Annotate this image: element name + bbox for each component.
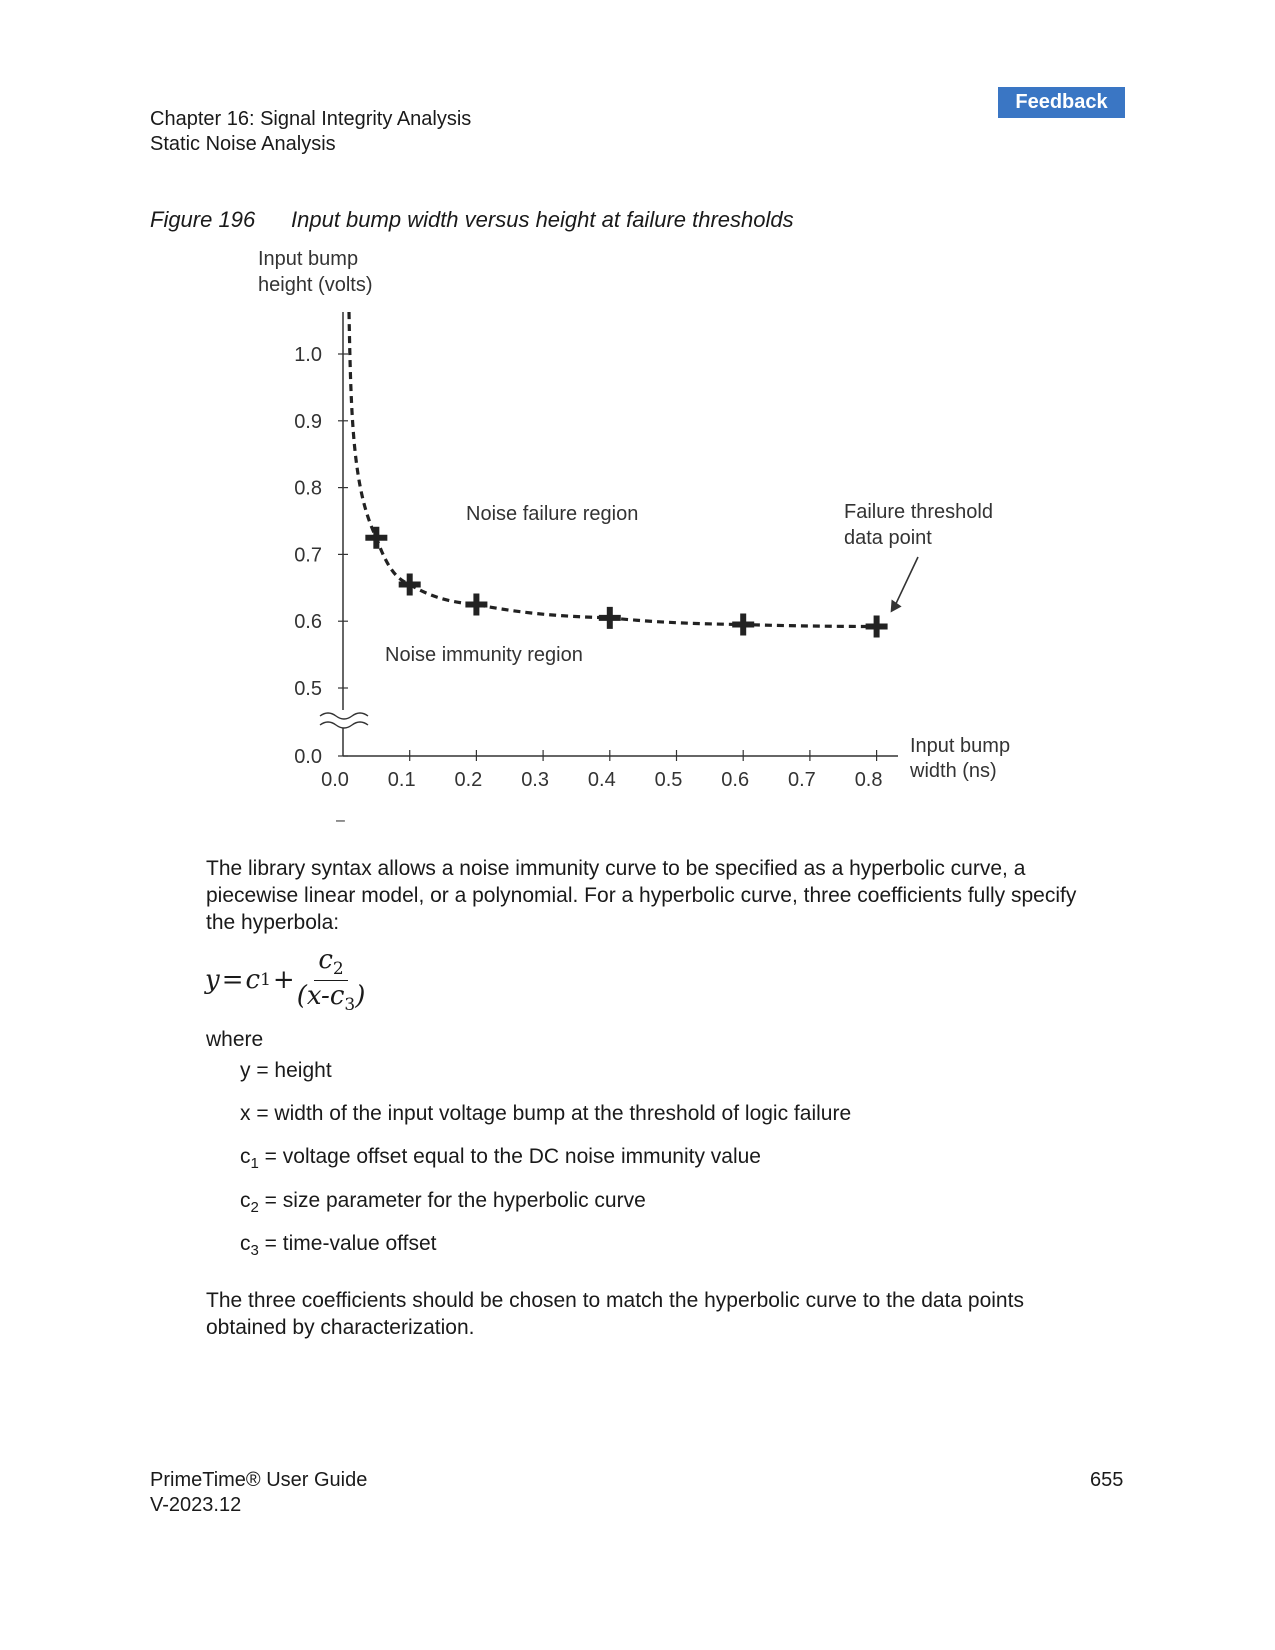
definition-item: y = height [240, 1057, 332, 1091]
formula-den-close: ) [355, 981, 366, 1012]
section-title: Static Noise Analysis [150, 133, 336, 155]
fitted-curve [347, 311, 877, 629]
formula-fraction: c2 (x-c3) [297, 945, 366, 1015]
running-header: Chapter 16: Signal Integrity Analysis St… [150, 107, 471, 157]
definition-item: c2 = size parameter for the hyperbolic c… [240, 1187, 646, 1221]
def-lhs: c [240, 1189, 251, 1212]
figure-caption-text: Input bump width versus height at failur… [291, 207, 794, 232]
data-point [732, 613, 755, 636]
immunity-region-label: Noise immunity region [385, 644, 583, 666]
formula-y: y [205, 965, 220, 996]
data-point [598, 606, 621, 629]
y-tick-label: 0.6 [294, 611, 322, 633]
formula-eq: = [221, 965, 244, 996]
def-rhs: = height [250, 1059, 332, 1082]
figure-caption: Figure 196 Input bump width versus height… [150, 207, 794, 233]
data-point [365, 526, 388, 549]
where-label: where [206, 1028, 264, 1051]
page-number: 655 [1090, 1469, 1124, 1491]
def-lhs: c [240, 1145, 251, 1168]
def-lhs: y [240, 1059, 251, 1082]
failure-region-label: Noise failure region [466, 503, 638, 525]
def-lhs: c [240, 1232, 251, 1255]
axis-break-mark [319, 712, 369, 720]
threshold-arrow-line [893, 556, 919, 607]
x-tick-label: 0.4 [588, 769, 616, 791]
formula-c1-sub: 1 [260, 970, 271, 991]
def-rhs: = width of the input voltage bump at the… [250, 1102, 852, 1125]
def-sub: 3 [250, 1242, 259, 1260]
footer-left: PrimeTime® User Guide V-2023.12 [150, 1468, 367, 1518]
y-axis-label-line2: height (volts) [258, 274, 373, 296]
def-sub: 1 [250, 1155, 259, 1173]
formula-numerator: c2 [314, 945, 348, 982]
formula-c1: c [245, 965, 261, 996]
formula-c3-sub: 3 [344, 995, 356, 1016]
y-tick-label: 1.0 [294, 344, 322, 366]
x-tick-label: 0.0 [321, 769, 349, 791]
axis-break-mark [319, 721, 369, 729]
closing-paragraph: The three coefficients should be chosen … [206, 1289, 1024, 1339]
threshold-arrow-head [890, 599, 902, 613]
x-axis-label-line1: Input bump [910, 735, 1010, 757]
x-tick-label: 0.1 [388, 769, 416, 791]
feedback-button[interactable]: Feedback [998, 87, 1125, 118]
formula-den-open: (x-c [296, 981, 345, 1012]
x-axis-label-line2: width (ns) [909, 760, 997, 782]
noise-immunity-chart: Input bump height (volts) Input bump wid… [258, 248, 1010, 829]
def-lhs: x [240, 1102, 251, 1125]
formula-c2-sub: 2 [332, 959, 344, 980]
y-tick-label: 0.8 [294, 478, 322, 500]
x-tick-label: 0.6 [721, 769, 749, 791]
guide-version: V-2023.12 [150, 1494, 242, 1516]
data-point [465, 593, 488, 616]
threshold-label-line1: Failure threshold [844, 501, 993, 523]
threshold-label-line2: data point [844, 527, 932, 549]
formula-denominator: (x-c3) [297, 981, 366, 1015]
def-rhs: = voltage offset equal to the DC noise i… [258, 1145, 761, 1168]
chapter-title: Chapter 16: Signal Integrity Analysis [150, 108, 472, 130]
x-tick-label: 0.7 [788, 769, 816, 791]
definition-item: c1 = voltage offset equal to the DC nois… [240, 1143, 761, 1177]
y-tick-label: 0.9 [294, 411, 322, 433]
x-tick-label: 0.8 [855, 769, 883, 791]
formula-c2: c [318, 945, 333, 975]
y-tick-label: 0.0 [294, 746, 322, 768]
stray-mark: – [336, 812, 345, 829]
x-tick-label: 0.5 [655, 769, 683, 791]
intro-paragraph: The library syntax allows a noise immuni… [206, 857, 1077, 934]
def-rhs: = time-value offset [258, 1232, 437, 1255]
def-rhs: = size parameter for the hyperbolic curv… [258, 1189, 646, 1212]
x-tick-label: 0.3 [521, 769, 549, 791]
definition-item: c3 = time-value offset [240, 1230, 436, 1264]
y-tick-label: 0.7 [294, 544, 322, 566]
def-sub: 2 [250, 1199, 259, 1217]
y-axis-label-line1: Input bump [258, 248, 358, 270]
figure-number: Figure 196 [150, 207, 256, 232]
x-tick-label: 0.2 [454, 769, 482, 791]
data-point [865, 615, 888, 638]
data-point [398, 573, 421, 596]
formula-plus: + [272, 965, 295, 996]
definition-item: x = width of the input voltage bump at t… [240, 1100, 851, 1134]
guide-title: PrimeTime® User Guide [150, 1469, 368, 1491]
y-tick-label: 0.5 [294, 678, 322, 700]
